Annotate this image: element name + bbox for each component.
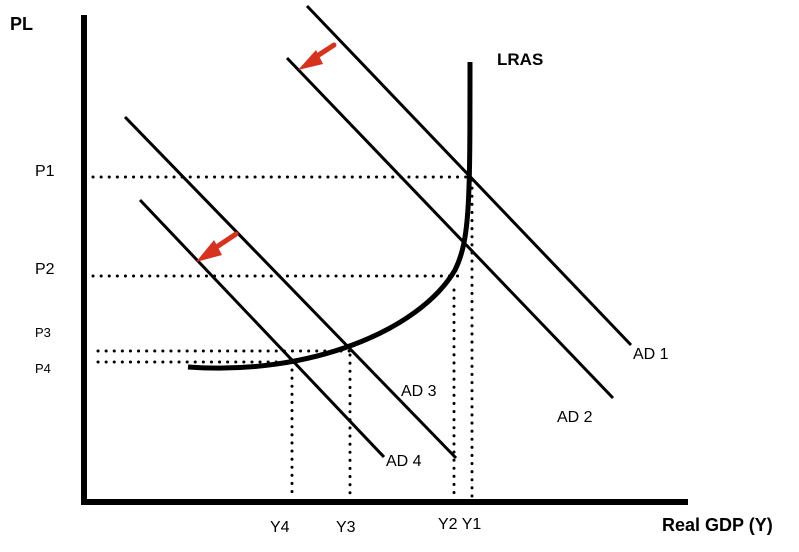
x-axis-title: Real GDP (Y) <box>662 515 773 535</box>
ad4-line <box>138 198 386 459</box>
lras-label: LRAS <box>497 50 543 69</box>
output-y3: Y3 <box>336 519 356 536</box>
price-level-p2: P2 <box>35 261 55 278</box>
shift-arrow-icon <box>196 231 239 262</box>
output-y2-y1: Y2 Y1 <box>438 516 481 533</box>
ad1-label: AD 1 <box>633 346 669 363</box>
ad3-line <box>123 115 458 460</box>
shift-arrow-icon <box>298 42 337 70</box>
ad3-label: AD 3 <box>401 383 437 400</box>
ad4-label: AD 4 <box>386 453 422 470</box>
output-y4: Y4 <box>270 519 290 536</box>
price-level-p1: P1 <box>35 163 55 180</box>
price-level-p4: P4 <box>35 361 51 376</box>
lras-curve <box>187 61 473 371</box>
ad2-label: AD 2 <box>557 409 593 426</box>
y-axis-title: PL <box>10 14 33 34</box>
ad2-line <box>285 56 615 400</box>
price-level-p3: P3 <box>35 325 51 340</box>
